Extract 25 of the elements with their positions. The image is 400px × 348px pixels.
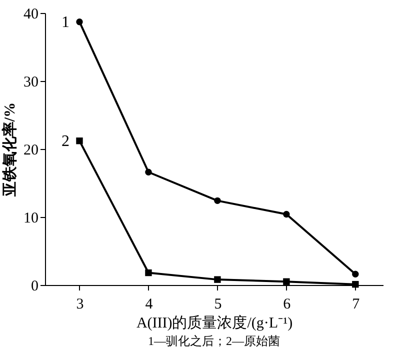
y-tick-label: 40 <box>24 6 38 22</box>
point <box>214 197 221 204</box>
x-tick-label: 5 <box>214 296 222 312</box>
y-axis-title: 亚铁氧化率/% <box>0 102 18 198</box>
point <box>283 210 290 218</box>
point <box>352 280 359 288</box>
x-tick-label: 6 <box>283 296 292 312</box>
point <box>283 278 290 285</box>
y-tick-label: 0 <box>31 278 38 294</box>
series-label: 1 <box>61 14 70 31</box>
text: 1—驯化之后；2—原始菌 <box>148 334 280 348</box>
point <box>76 18 83 26</box>
point <box>145 269 152 276</box>
x-tick-label: 3 <box>76 296 84 312</box>
x-tick-label: 4 <box>145 296 154 312</box>
point <box>145 168 152 176</box>
x-axis-title: A(III)的质量浓度/(g·L⁻¹) <box>136 314 293 332</box>
series-label: 2 <box>61 132 70 150</box>
x-tick-label: 7 <box>352 296 360 312</box>
y-tick-label: 30 <box>24 74 38 90</box>
y-tick-label: 20 <box>24 142 38 158</box>
point <box>214 276 221 283</box>
point <box>76 137 83 144</box>
point <box>352 270 359 278</box>
y-tick-label: 10 <box>24 210 38 226</box>
